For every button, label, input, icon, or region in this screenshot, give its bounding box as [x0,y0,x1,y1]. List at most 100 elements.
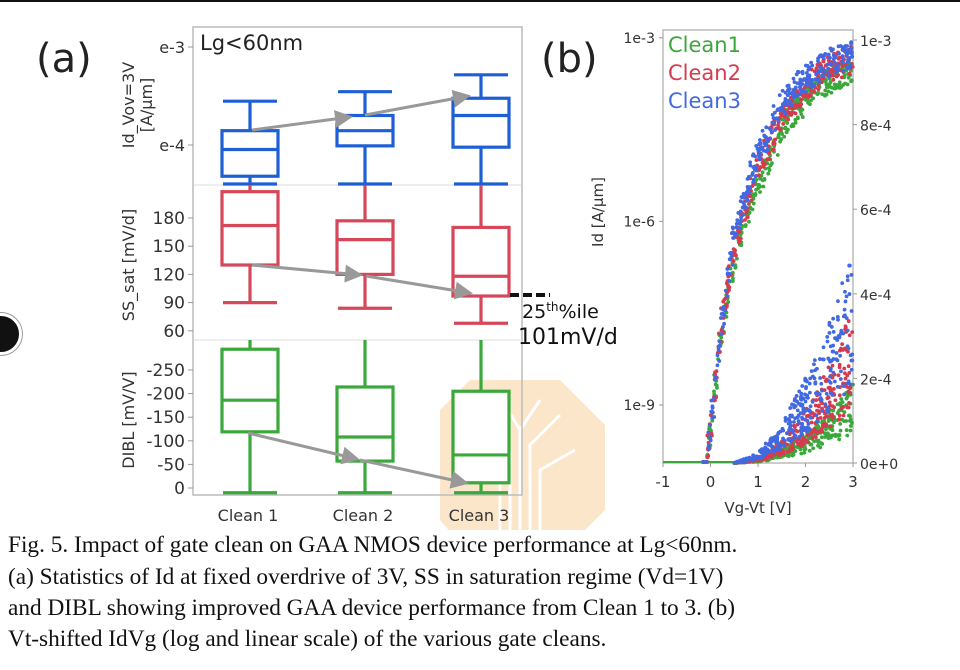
y-tick-label: -250 [146,361,185,381]
log-data-point [779,137,784,142]
y-axis-label: SS_sat [mV/d] [119,209,139,321]
log-data-point [821,55,826,60]
panel-a-boxplots: Lg<60nm Id_Vov=3V [A/µm] SS_sat [mV/d] DIBL … [119,26,618,525]
percentile-value: 101mV/d [518,325,618,350]
log-data-point [811,96,816,101]
log-data-point [731,259,736,263]
log-data-point [780,102,785,107]
log-data-point [725,294,730,299]
log-data-point [797,104,802,109]
linear-data-point [842,307,847,312]
log-data-point [824,92,829,97]
linear-data-point [807,448,812,453]
linear-data-point [839,397,844,401]
linear-data-point [838,377,843,381]
log-data-point [791,76,796,81]
linear-data-point [812,358,817,363]
log-data-point [709,398,714,403]
linear-data-point [820,388,824,393]
log-data-point [723,288,728,293]
log-data-point [734,253,738,258]
linear-data-point [830,363,835,368]
box [451,389,511,485]
linear-data-point [837,437,842,442]
log-data-point [764,125,769,130]
log-data-point [812,83,817,88]
linear-data-point [792,398,797,403]
caption-line-3: and DIBL showing improved GAA device per… [8,595,735,621]
log-data-point [798,91,803,96]
linear-data-point [836,299,840,303]
linear-data-point [754,454,759,459]
linear-data-point [814,438,819,443]
linear-data-point [766,442,771,447]
linear-data-point [835,315,840,319]
log-data-point [836,73,841,77]
linear-data-point [845,274,850,279]
trend-arrow [364,89,471,117]
right-y-tick-label: 4e-4 [860,288,892,304]
linear-data-point [803,447,808,452]
log-data-point [713,375,718,380]
left-y-tick-label: 1e-9 [624,398,655,414]
log-data-point [725,302,729,307]
linear-data-point [827,400,832,405]
linear-data-point [831,370,836,375]
linear-data-point [803,409,808,413]
linear-data-point [834,351,839,355]
log-data-point [795,81,800,86]
linear-data-point [761,453,766,458]
log-data-point [713,370,717,375]
linear-data-point [768,438,773,443]
log-data-point [727,257,732,262]
percentile-suffix: %ile [559,301,599,323]
linear-data-point [845,373,850,378]
linear-data-point [790,413,794,418]
log-data-point [812,89,816,94]
log-data-point [800,115,805,119]
log-data-point [807,65,812,70]
left-y-axis-label: Id [A/µm] [589,177,607,247]
boxplot-clean-1 [220,340,280,495]
log-data-point [819,69,824,74]
log-data-point [745,197,750,202]
linear-data-point [811,446,816,451]
linear-data-point [815,408,819,413]
linear-data-point [800,384,805,388]
linear-data-point [794,394,799,398]
linear-data-point [834,357,839,362]
log-data-point [826,66,831,71]
log-data-point [800,71,805,76]
log-data-point [840,64,845,68]
linear-data-point [794,428,798,433]
log-data-point [832,55,837,60]
y-axis-label: [A/µm] [137,78,156,133]
linear-data-point [828,388,833,392]
linear-data-point [783,416,788,420]
linear-data-point [801,441,806,445]
linear-data-point [832,379,837,384]
y-tick-label: 180 [153,209,185,229]
log-data-point [710,410,715,415]
linear-data-point [803,399,808,404]
linear-data-point [797,435,802,439]
right-y-tick-label: 8e-4 [860,119,892,135]
caption-line-2: (a) Statistics of Id at fixed overdrive … [8,564,724,590]
log-data-point [810,78,815,82]
log-data-point [816,59,820,63]
panel-a-frame [192,26,523,496]
log-data-point [847,65,852,70]
linear-data-point [781,428,786,433]
linear-data-point [827,323,832,327]
log-data-point [783,96,788,101]
log-data-point [728,251,732,256]
log-data-point [789,113,794,117]
log-data-point [839,75,844,80]
log-data-point [730,225,735,230]
linear-data-point [809,369,814,373]
log-data-point [733,264,738,269]
log-data-point [800,93,805,98]
linear-data-point [813,403,818,408]
linear-data-point [808,404,813,409]
linear-data-point [823,402,828,407]
